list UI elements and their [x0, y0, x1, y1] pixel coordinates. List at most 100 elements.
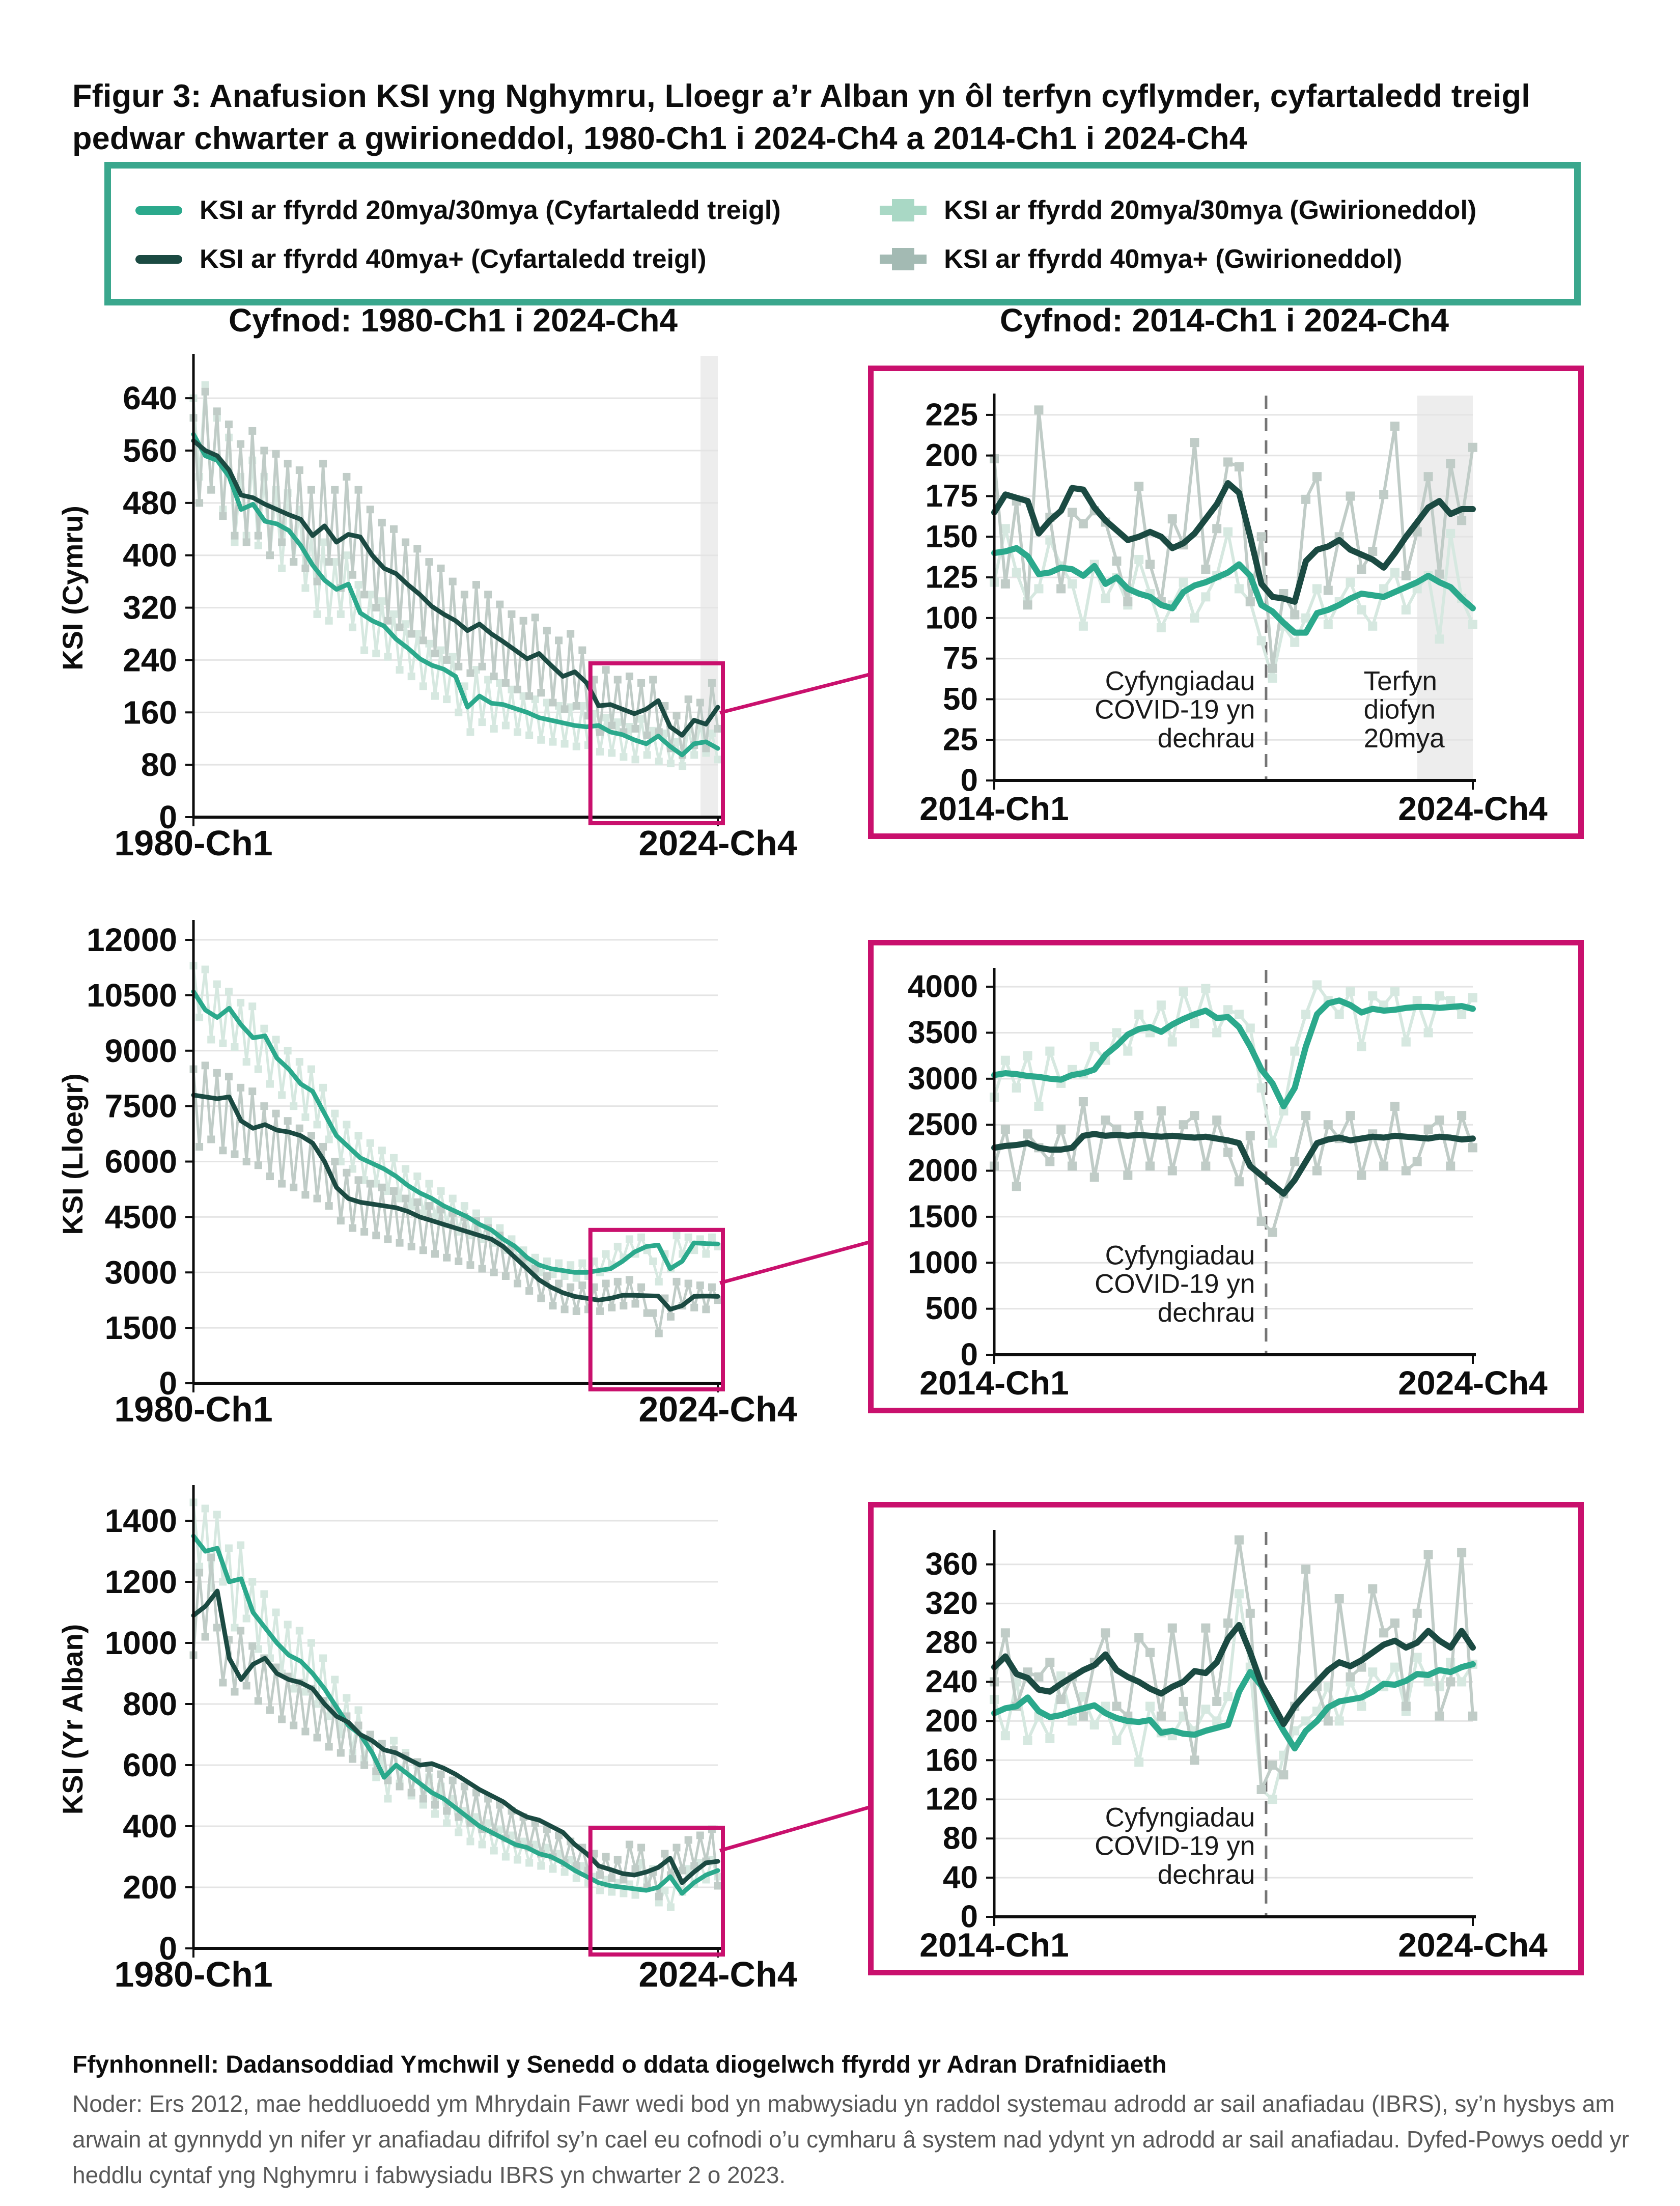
svg-text:320: 320 [123, 590, 177, 626]
column-heading-full-period: Cyfnod: 1980-Ch1 i 2024-Ch4 [228, 302, 678, 339]
svg-text:Cyfyngiadau: Cyfyngiadau [1105, 1802, 1255, 1832]
svg-text:Terfyn: Terfyn [1364, 666, 1437, 696]
svg-text:2000: 2000 [908, 1153, 978, 1188]
svg-text:2024-Ch4: 2024-Ch4 [1398, 790, 1548, 827]
svg-text:12000: 12000 [87, 922, 177, 958]
line-swatch-icon [135, 255, 182, 264]
svg-text:0: 0 [159, 1930, 177, 1967]
svg-text:Cyfyngiadau: Cyfyngiadau [1105, 666, 1255, 696]
svg-text:3000: 3000 [105, 1254, 177, 1291]
svg-text:COVID-19 yn: COVID-19 yn [1095, 1269, 1255, 1299]
svg-text:1980-Ch1: 1980-Ch1 [114, 823, 272, 863]
svg-text:1980-Ch1: 1980-Ch1 [114, 1954, 272, 1994]
svg-text:200: 200 [926, 1704, 978, 1739]
legend: KSI ar ffyrdd 20mya/30mya (Cyfartaledd t… [104, 162, 1581, 305]
svg-text:1980-Ch1: 1980-Ch1 [114, 1389, 272, 1429]
chart-scotland-zoom: 0 40 80 120 160 200 240 280 320 360 2014-Ch1 2024-C… [919, 1530, 1548, 1964]
svg-text:240: 240 [926, 1664, 978, 1699]
svg-text:diofyn: diofyn [1364, 695, 1436, 725]
svg-text:2024-Ch4: 2024-Ch4 [1398, 1364, 1548, 1402]
svg-text:COVID-19 yn: COVID-19 yn [1095, 1831, 1255, 1861]
svg-text:125: 125 [926, 560, 978, 595]
svg-text:640: 640 [123, 380, 177, 416]
legend-label: KSI ar ffyrdd 20mya/30mya (Cyfartaledd t… [200, 196, 781, 225]
svg-text:1200: 1200 [105, 1563, 177, 1600]
legend-item-rolling-40: KSI ar ffyrdd 40mya+ (Cyfartaledd treigl… [135, 244, 880, 274]
svg-text:0: 0 [159, 1365, 177, 1402]
svg-text:320: 320 [926, 1586, 978, 1621]
svg-text:7500: 7500 [105, 1088, 177, 1125]
legend-item-rolling-2030: KSI ar ffyrdd 20mya/30mya (Cyfartaledd t… [135, 195, 880, 226]
svg-text:2014-Ch1: 2014-Ch1 [919, 790, 1069, 827]
svg-text:400: 400 [123, 537, 177, 574]
svg-text:1000: 1000 [908, 1245, 978, 1280]
svg-text:25: 25 [943, 722, 978, 758]
svg-text:400: 400 [123, 1808, 177, 1845]
svg-text:240: 240 [123, 641, 177, 678]
source-line: Ffynhonnell: Dadansoddiad Ymchwil y Sene… [72, 2051, 1167, 2078]
svg-text:480: 480 [123, 485, 177, 521]
svg-text:500: 500 [926, 1291, 978, 1326]
svg-text:KSI (Lloegr): KSI (Lloegr) [57, 1073, 89, 1235]
svg-text:160: 160 [926, 1743, 978, 1778]
svg-text:9000: 9000 [105, 1032, 177, 1069]
svg-text:175: 175 [926, 479, 978, 514]
svg-text:0: 0 [961, 1337, 978, 1373]
svg-text:2024-Ch4: 2024-Ch4 [1398, 1926, 1548, 1964]
svg-text:COVID-19 yn: COVID-19 yn [1095, 695, 1255, 725]
svg-text:2024-Ch4: 2024-Ch4 [638, 1389, 797, 1429]
svg-text:1500: 1500 [105, 1309, 177, 1346]
zoom-box-wales: 0 25 50 75 100 125 150 175 200 225 2014-Ch1 2024-Ch… [868, 366, 1584, 839]
svg-text:200: 200 [123, 1869, 177, 1906]
svg-text:3500: 3500 [908, 1015, 978, 1050]
svg-text:40: 40 [943, 1860, 978, 1895]
line-swatch-icon [135, 206, 182, 215]
svg-text:150: 150 [926, 519, 978, 554]
figure-title: Ffigur 3: Anafusion KSI yng Nghymru, Llo… [72, 78, 1531, 157]
svg-text:75: 75 [943, 641, 978, 676]
svg-text:200: 200 [926, 438, 978, 473]
legend-label: KSI ar ffyrdd 20mya/30mya (Gwirioneddol) [944, 196, 1477, 225]
svg-text:360: 360 [926, 1547, 978, 1582]
svg-text:10500: 10500 [87, 977, 177, 1014]
svg-text:Cyfyngiadau: Cyfyngiadau [1105, 1240, 1255, 1270]
svg-text:2500: 2500 [908, 1107, 978, 1142]
svg-text:dechrau: dechrau [1158, 1860, 1255, 1890]
legend-label: KSI ar ffyrdd 40mya+ (Cyfartaledd treigl… [200, 244, 707, 274]
svg-text:160: 160 [123, 694, 177, 731]
note-text: Noder: Ers 2012, mae heddluoedd ym Mhryd… [72, 2090, 1630, 2188]
svg-text:600: 600 [123, 1747, 177, 1783]
svg-text:80: 80 [943, 1821, 978, 1856]
svg-text:KSI (Yr Alban): KSI (Yr Alban) [57, 1624, 89, 1814]
zoom-box-scotland: 0 40 80 120 160 200 240 280 320 360 2014-Ch1 2024-C… [868, 1502, 1584, 1975]
svg-text:1400: 1400 [105, 1502, 177, 1539]
svg-text:225: 225 [926, 397, 978, 432]
svg-text:50: 50 [943, 682, 978, 717]
svg-text:0: 0 [961, 763, 978, 798]
svg-text:2024-Ch4: 2024-Ch4 [638, 1954, 797, 1994]
svg-text:2014-Ch1: 2014-Ch1 [919, 1364, 1069, 1402]
svg-text:1500: 1500 [908, 1199, 978, 1234]
zoom-box-england: 0 500 1000 1500 2000 2500 3000 3500 4000 2014-Ch1… [868, 940, 1584, 1413]
svg-text:2014-Ch1: 2014-Ch1 [919, 1926, 1069, 1964]
chart-england-full: 0 1500 3000 4500 6000 7500 9000 10500 12000 1980-… [57, 920, 797, 1429]
svg-text:3000: 3000 [908, 1061, 978, 1096]
svg-text:KSI (Cymru): KSI (Cymru) [57, 506, 89, 671]
svg-text:6000: 6000 [105, 1143, 177, 1180]
legend-item-actual-2030: KSI ar ffyrdd 20mya/30mya (Gwirioneddol) [880, 195, 1569, 226]
legend-item-actual-40: KSI ar ffyrdd 40mya+ (Gwirioneddol) [880, 244, 1569, 274]
svg-text:100: 100 [926, 600, 978, 635]
svg-text:560: 560 [123, 432, 177, 469]
svg-text:2024-Ch4: 2024-Ch4 [638, 823, 797, 863]
svg-text:4000: 4000 [908, 969, 978, 1004]
column-heading-zoom-period: Cyfnod: 2014-Ch1 i 2024-Ch4 [999, 302, 1449, 339]
svg-text:4500: 4500 [105, 1198, 177, 1235]
svg-text:dechrau: dechrau [1158, 723, 1255, 753]
svg-text:20mya: 20mya [1364, 723, 1445, 753]
svg-text:dechrau: dechrau [1158, 1298, 1255, 1328]
square-marker-swatch-icon [880, 246, 927, 272]
svg-text:0: 0 [159, 799, 177, 835]
svg-text:0: 0 [961, 1900, 978, 1935]
square-marker-swatch-icon [880, 197, 927, 224]
